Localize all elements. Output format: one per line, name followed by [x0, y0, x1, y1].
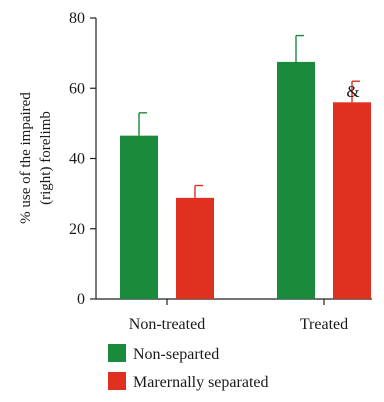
legend: Non-separted Marernally separated [108, 344, 268, 391]
x-category-label: Non-treated [129, 316, 205, 333]
x-axis: Non-treated Treated [96, 298, 372, 333]
y-tick-label: 60 [69, 80, 85, 97]
error-bars [138, 34, 360, 198]
bar [333, 102, 371, 299]
x-category-label: Treated [300, 316, 348, 333]
bar [176, 197, 214, 299]
y-tick-label: 80 [69, 10, 85, 27]
y-tick-label: 40 [69, 151, 85, 168]
y-axis-label-line: % use of the impaired [18, 92, 34, 224]
legend-label: Marernally separated [133, 374, 268, 391]
bar [277, 61, 315, 299]
y-tick-label: 20 [69, 221, 85, 238]
bar [120, 135, 158, 299]
y-axis-label: % use of the impaired (right) forelimb [18, 92, 54, 224]
annotations: & [346, 82, 359, 101]
legend-label: Non-separted [133, 346, 219, 363]
legend-swatch [108, 344, 126, 362]
legend-swatch [108, 372, 126, 390]
y-tick-label: 0 [77, 291, 85, 308]
y-axis-label-line: (right) forelimb [38, 111, 54, 205]
bars [120, 61, 371, 299]
significance-marker: & [346, 82, 359, 101]
y-axis: 0 20 40 60 80 [69, 10, 97, 308]
